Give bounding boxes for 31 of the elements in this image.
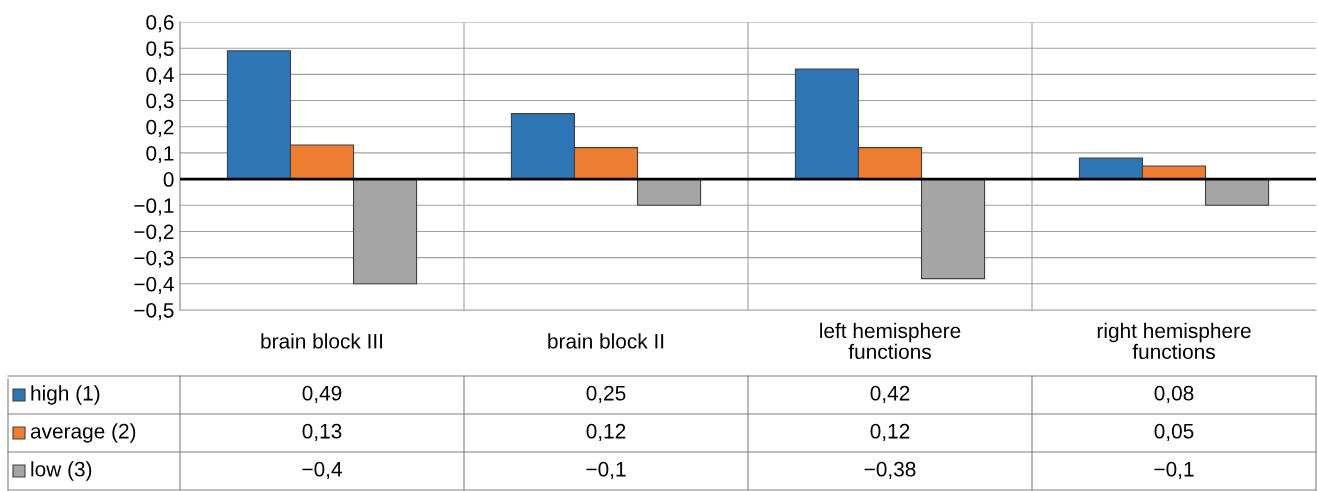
y-tick-label: 0,4 <box>146 67 174 85</box>
y-tick-label: −0,5 <box>134 303 174 321</box>
x-tick-label: right hemisphere functions <box>1097 322 1251 360</box>
data-label: 0,25 <box>586 385 626 404</box>
x-tick-label: left hemisphere functions <box>820 322 961 360</box>
y-tick-label: −0,3 <box>134 250 174 268</box>
data-label: 0,05 <box>1154 423 1194 442</box>
y-tick-label: 0 <box>163 172 174 187</box>
y-tick-label: 0,1 <box>146 145 174 164</box>
x-tick-label: brain block II <box>548 333 664 349</box>
y-tick-label: 0,5 <box>146 41 174 59</box>
y-tick-label: −0,4 <box>134 276 174 295</box>
data-label: −0,1 <box>1154 461 1194 480</box>
data-label: 0,13 <box>302 423 342 442</box>
legend-label: average (2) <box>30 423 136 443</box>
legend-label: high (1) <box>31 385 100 405</box>
data-label: 0,08 <box>1154 385 1194 404</box>
y-tick-label: −0,2 <box>134 224 174 242</box>
y-tick-label: 0,6 <box>146 15 174 33</box>
data-label: 0,12 <box>586 423 626 442</box>
data-label: −0,4 <box>302 461 342 480</box>
data-label: 0,12 <box>870 423 910 442</box>
data-label: 0,49 <box>302 385 342 404</box>
legend-label: low (3) <box>31 461 92 481</box>
y-tick-label: 0,3 <box>146 93 174 111</box>
data-label: −0,38 <box>864 461 916 480</box>
data-label: −0,1 <box>586 461 626 480</box>
x-tick-label: brain block III <box>261 333 383 349</box>
data-label: 0,42 <box>870 385 910 404</box>
y-tick-label: −0,1 <box>134 198 174 216</box>
y-tick-label: 0,2 <box>146 119 174 137</box>
